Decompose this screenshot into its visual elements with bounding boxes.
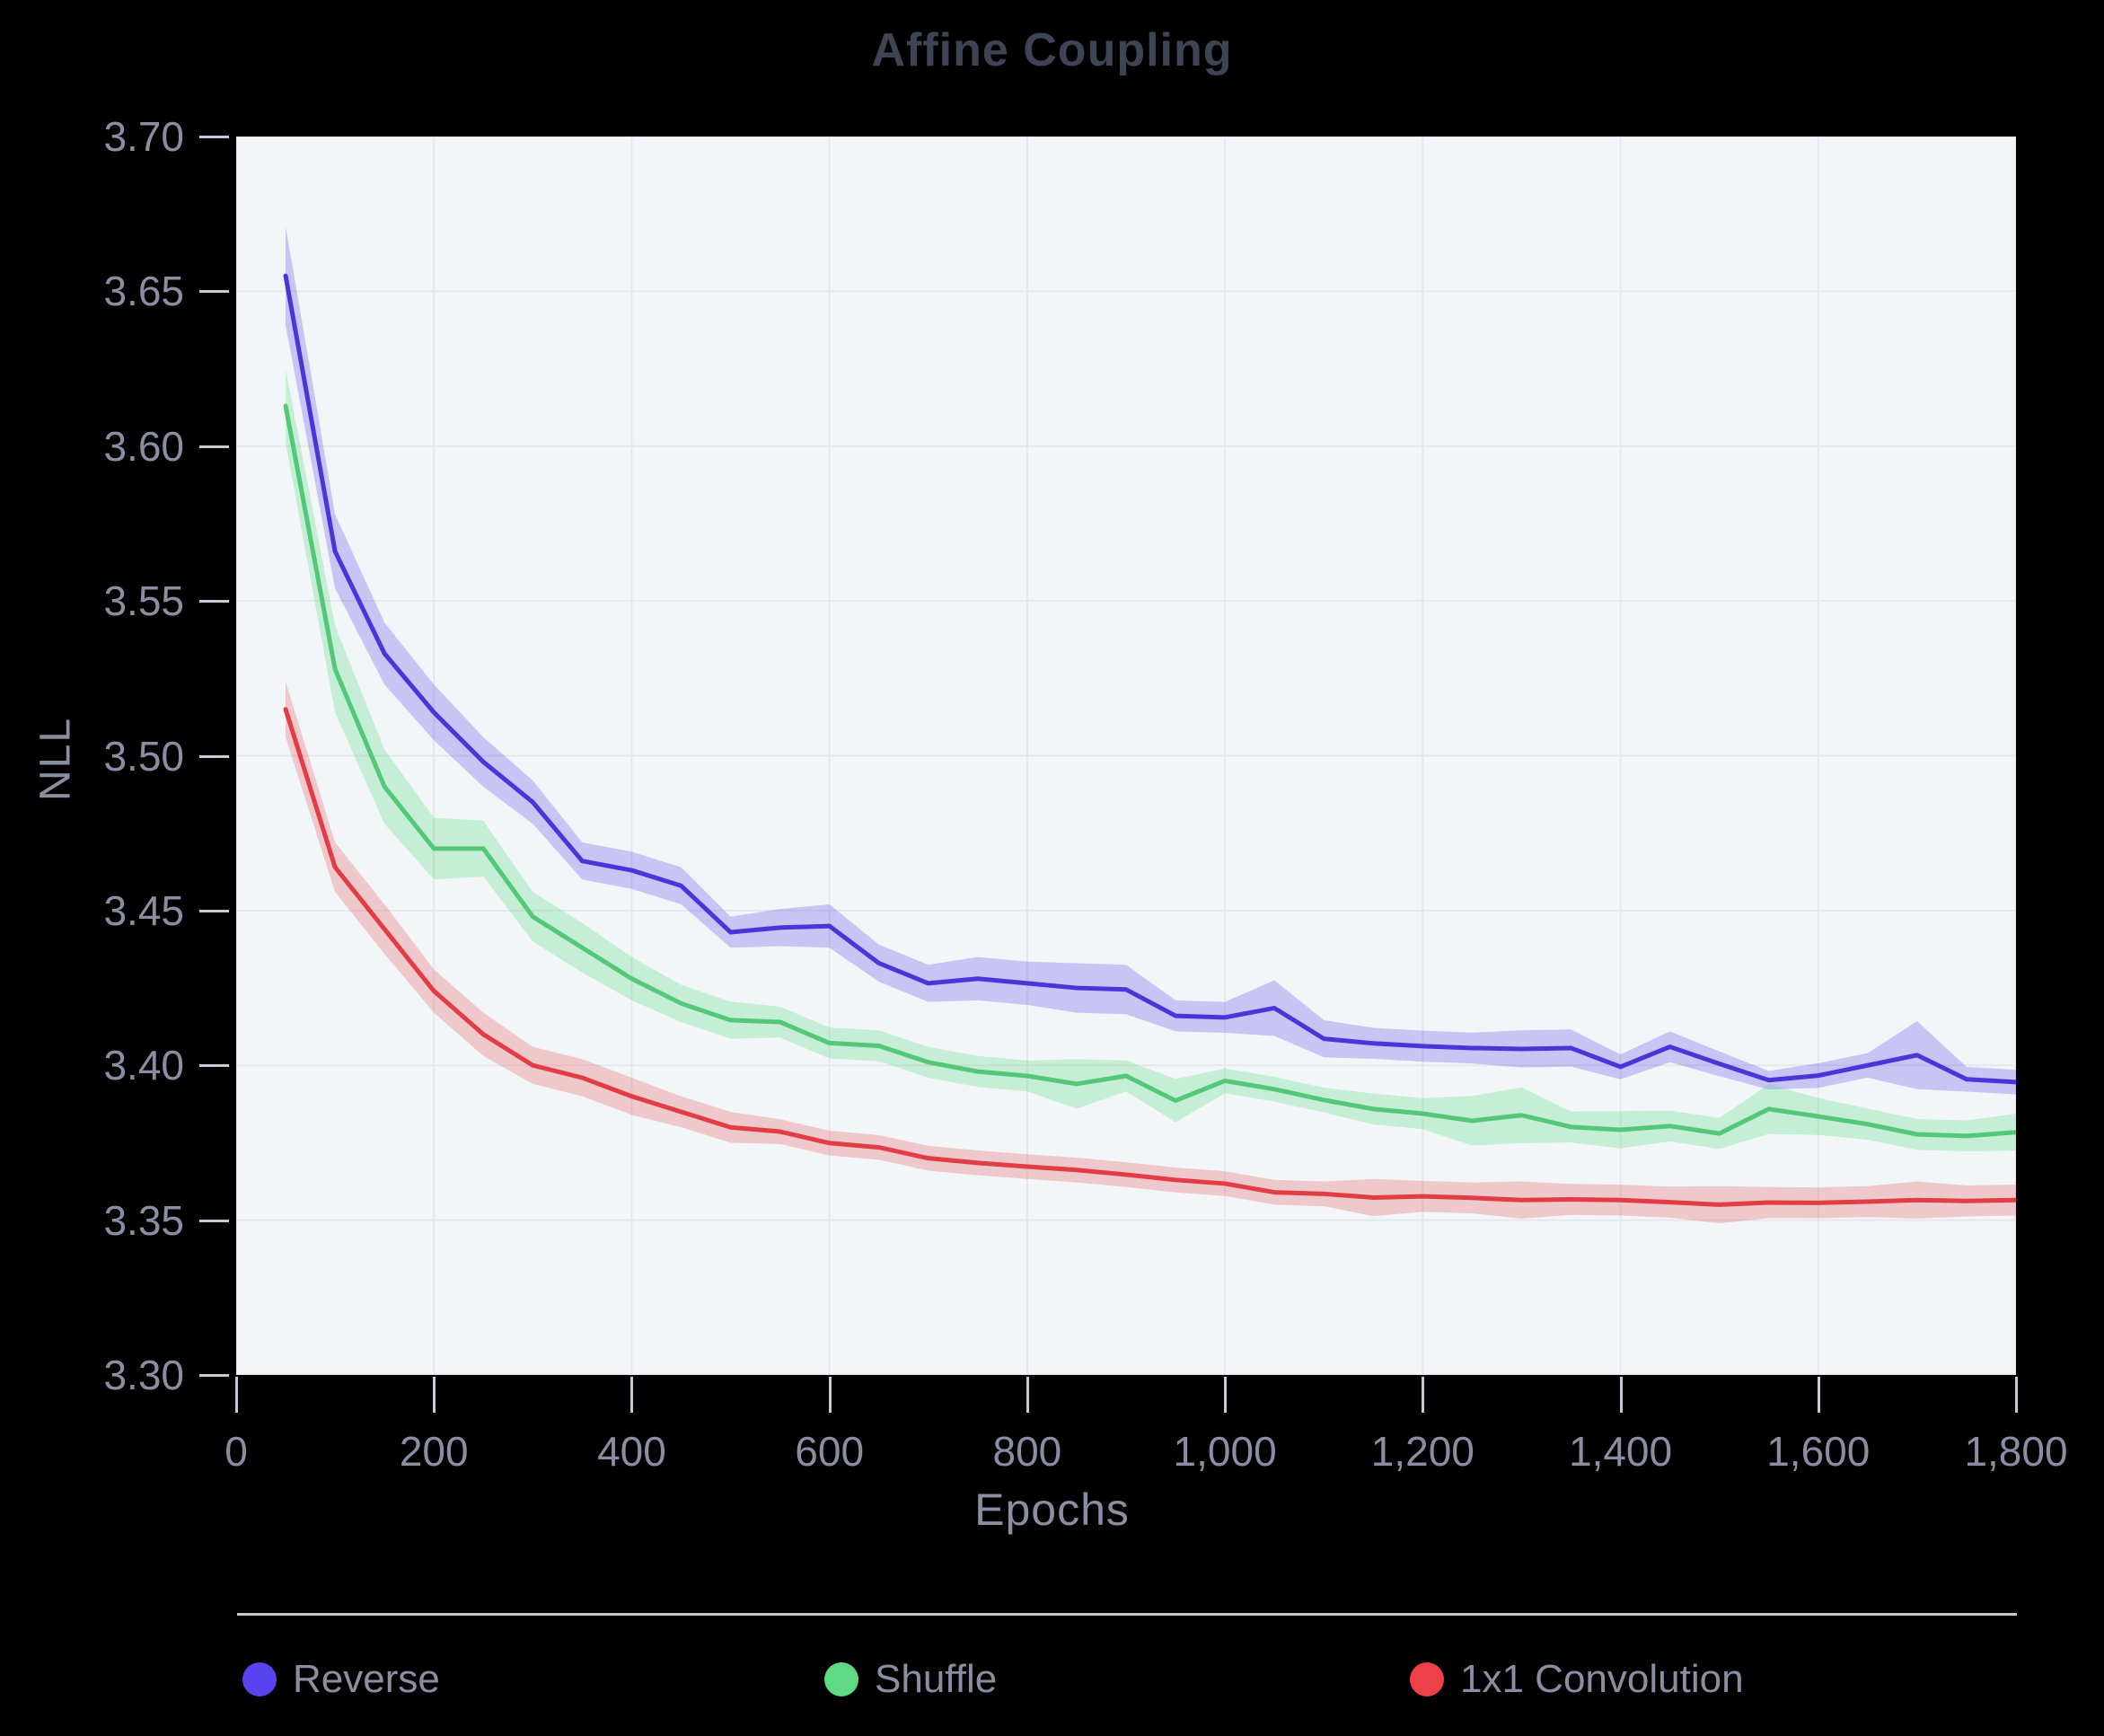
series-line-reverse [283,273,2019,1085]
y-tick-label: 3.50 [103,732,184,780]
x-tick-label: 200 [399,1428,469,1475]
y-tick-label: 3.30 [103,1352,184,1398]
x-tick-mark [235,1377,238,1413]
legend: Reverse Shuffle 1x1 Convolution [0,1658,2104,1712]
x-tick-mark [433,1377,436,1413]
x-axis-title: Epochs [974,1485,1130,1535]
y-tick-mark [199,909,229,912]
legend-label: Shuffle [875,1657,998,1701]
x-tick-mark [630,1377,634,1413]
legend-dot [1410,1662,1444,1696]
legend-item-shuffle[interactable]: Shuffle [824,1658,997,1701]
x-tick-label: 1,200 [1370,1428,1475,1475]
x-tick-label: 600 [795,1428,865,1475]
x-tick-label: 1,400 [1568,1428,1673,1475]
y-tick-label: 3.40 [103,1042,184,1089]
legend-item-1x1-convolution[interactable]: 1x1 Convolution [1410,1658,1744,1701]
y-tick-mark [199,1064,229,1068]
x-tick-mark [1619,1377,1623,1413]
x-tick-mark [828,1377,832,1413]
chart-canvas [235,136,2019,1376]
y-tick-label: 3.35 [103,1196,184,1244]
x-tick-label: 0 [224,1428,248,1475]
x-tick-mark [1026,1377,1029,1413]
y-tick-mark [199,445,229,448]
y-tick-mark [199,1374,229,1377]
y-tick-mark [199,754,229,758]
legend-label: 1x1 Convolution [1460,1657,1744,1701]
y-tick-label: 3.60 [103,422,184,470]
y-axis-title: NLL [31,716,80,802]
y-tick-mark [199,290,229,294]
plot-area [235,136,2019,1376]
series-line-1x1-convolution [283,707,2019,1207]
y-tick-mark [199,1219,229,1222]
legend-separator [237,1613,2017,1616]
x-tick-mark [2015,1377,2018,1413]
y-tick-mark [199,600,229,604]
legend-item-reverse[interactable]: Reverse [242,1658,440,1701]
chart-title: Affine Coupling [871,24,1233,76]
x-tick-label: 1,000 [1173,1428,1277,1475]
series-band-reverse [286,225,2016,1095]
x-tick-label: 800 [992,1428,1062,1475]
legend-dot [824,1662,858,1696]
x-tick-label: 400 [597,1428,666,1475]
y-tick-label: 3.65 [103,268,184,315]
x-tick-label: 1,800 [1964,1428,2068,1475]
y-tick-mark [199,136,229,138]
x-tick-label: 1,600 [1766,1428,1871,1475]
series-line-shuffle [283,403,2019,1139]
legend-label: Reverse [293,1657,440,1701]
series-band-1x1-convolution [286,681,2016,1224]
series-band-shuffle [286,368,2016,1152]
y-tick-label: 3.55 [103,577,184,625]
x-tick-mark [1224,1377,1228,1413]
legend-dot [242,1662,277,1696]
y-tick-label: 3.70 [103,113,184,160]
x-tick-mark [1817,1377,1820,1413]
y-tick-label: 3.45 [103,886,184,934]
x-tick-mark [1422,1377,1425,1413]
